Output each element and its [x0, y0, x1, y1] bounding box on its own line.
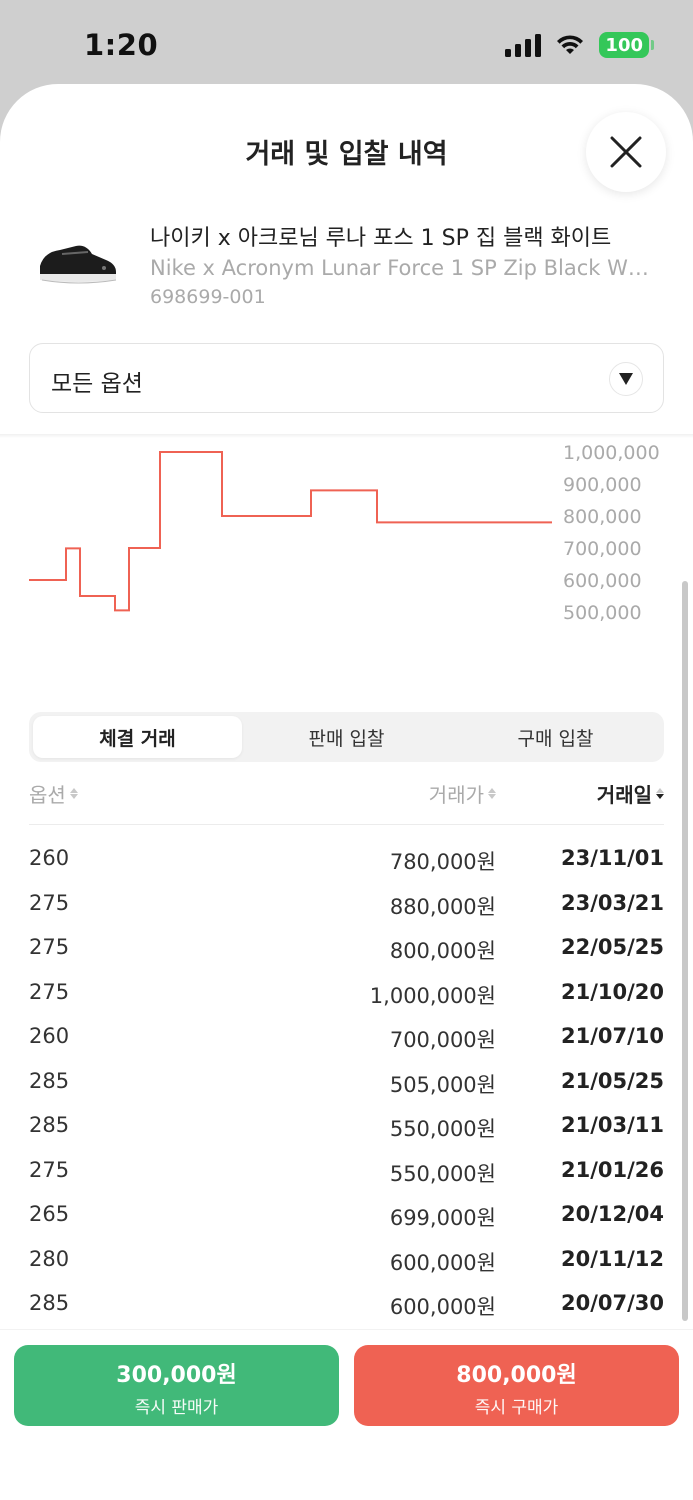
- wifi-icon: [557, 35, 584, 54]
- status-bar: 1:20 100: [0, 0, 693, 84]
- row-size: 260: [29, 1024, 70, 1048]
- column-option-header[interactable]: 옵션: [29, 779, 78, 808]
- instant-sell-button[interactable]: 300,000원 즉시 판매가: [14, 1345, 339, 1426]
- table-row: 260 700,000원 21/07/10: [29, 1016, 664, 1061]
- option-select-value: 모든 옵션: [51, 371, 143, 397]
- trade-list: 260 780,000원 23/11/01 275 880,000원 23/03/21 …: [29, 838, 664, 1328]
- row-price: 700,000원: [389, 1028, 496, 1052]
- option-select[interactable]: 모든 옵션: [29, 343, 664, 413]
- close-button[interactable]: [586, 112, 666, 192]
- transaction-history-sheet: 거래 및 입찰 내역 나이키 x 아크로님 루나 포스 1 SP 집 블랙 화이…: [0, 84, 693, 1500]
- row-price: 600,000원: [389, 1250, 496, 1275]
- row-price: 780,000원: [389, 850, 496, 874]
- row-size: 275: [29, 979, 70, 1004]
- y-tick-label: 900,000: [563, 474, 642, 496]
- row-date: 20/07/30: [560, 1291, 664, 1315]
- row-size: 265: [29, 1202, 70, 1226]
- row-date: 20/11/12: [560, 1246, 664, 1271]
- row-price: 699,000원: [389, 1206, 496, 1230]
- status-time: 1:20: [84, 28, 159, 62]
- product-name-ko: 나이키 x 아크로님 루나 포스 1 SP 집 블랙 화이트: [150, 226, 612, 251]
- status-icons: 100: [505, 32, 654, 58]
- y-tick-label: 1,000,000: [563, 442, 660, 464]
- sheet-header: 거래 및 입찰 내역: [0, 84, 693, 214]
- row-price: 505,000원: [389, 1072, 496, 1097]
- row-date: 22/05/25: [560, 935, 664, 959]
- row-date: 21/10/20: [560, 979, 664, 1004]
- row-price: 550,000원: [389, 1117, 496, 1141]
- table-row: 275 550,000원 21/01/26: [29, 1150, 664, 1195]
- tab-sell-bids[interactable]: 판매 입찰: [308, 727, 385, 750]
- column-price-header[interactable]: 거래가: [429, 779, 496, 808]
- row-date: 20/12/04: [560, 1202, 664, 1226]
- product-code: 698699-001: [150, 286, 266, 308]
- row-size: 285: [29, 1291, 70, 1315]
- divider: [0, 434, 693, 438]
- row-size: 275: [29, 935, 70, 959]
- dropdown-arrow: [609, 362, 643, 396]
- table-header: 옵션 거래가 거래일: [29, 779, 664, 825]
- column-option-label: 옵션: [29, 783, 66, 807]
- table-row: 275 800,000원 22/05/25: [29, 927, 664, 972]
- table-row: 260 780,000원 23/11/01: [29, 838, 664, 883]
- tab-buy-bids[interactable]: 구매 입찰: [517, 727, 594, 750]
- sneaker-icon: [40, 245, 117, 284]
- close-icon: [610, 136, 642, 168]
- instant-sell-label: 즉시 판매가: [134, 1398, 219, 1418]
- table-row: 285 600,000원 20/07/30: [29, 1283, 664, 1328]
- sheet-title: 거래 및 입찰 내역: [245, 139, 448, 170]
- row-price: 880,000원: [389, 894, 496, 919]
- battery-icon: 100: [599, 32, 654, 58]
- row-price: 1,000,000원: [369, 983, 496, 1008]
- y-tick-label: 500,000: [563, 602, 642, 624]
- table-row: 285 505,000원 21/05/25: [29, 1061, 664, 1106]
- column-date-label: 거래일: [596, 783, 652, 807]
- row-date: 21/05/25: [560, 1068, 664, 1093]
- tab-completed-trades[interactable]: 체결 거래: [33, 716, 242, 758]
- scrollbar[interactable]: [682, 581, 688, 1321]
- row-price: 550,000원: [389, 1161, 496, 1186]
- chevron-down-icon: [619, 373, 633, 385]
- row-size: 285: [29, 1113, 70, 1137]
- y-tick-label: 600,000: [563, 570, 642, 592]
- instant-buy-price: 800,000원: [456, 1363, 577, 1388]
- y-tick-label: 800,000: [563, 506, 642, 528]
- price-chart: 1,000,000 900,000 800,000 700,000 600,000 500…: [0, 436, 693, 676]
- table-row: 275 1,000,000원 21/10/20: [29, 972, 664, 1017]
- row-size: 260: [29, 846, 70, 870]
- row-size: 280: [29, 1246, 70, 1271]
- y-tick-label: 700,000: [563, 538, 642, 560]
- table-row: 280 600,000원 20/11/12: [29, 1239, 664, 1284]
- product-info: 나이키 x 아크로님 루나 포스 1 SP 집 블랙 화이트 Nike x Ac…: [0, 214, 693, 314]
- row-size: 285: [29, 1068, 70, 1093]
- instant-sell-price: 300,000원: [116, 1363, 237, 1388]
- product-image: [30, 214, 126, 310]
- row-price: 600,000원: [389, 1295, 496, 1319]
- instant-buy-label: 즉시 구매가: [474, 1398, 559, 1418]
- row-date: 23/03/21: [560, 890, 664, 915]
- column-price-label: 거래가: [428, 783, 484, 807]
- sort-desc-icon: [656, 788, 664, 799]
- column-date-header[interactable]: 거래일: [597, 779, 664, 808]
- row-size: 275: [29, 1157, 70, 1182]
- product-name-en: Nike x Acronym Lunar Force 1 SP Zip Blac…: [150, 256, 660, 280]
- row-size: 275: [29, 890, 70, 915]
- row-price: 800,000원: [389, 939, 496, 963]
- sort-icon: [69, 788, 78, 799]
- table-row: 275 880,000원 23/03/21: [29, 883, 664, 928]
- row-date: 21/01/26: [560, 1157, 664, 1182]
- bottom-action-bar: 300,000원 즉시 판매가 800,000원 즉시 구매가: [0, 1329, 693, 1500]
- price-chart-svg: 1,000,000 900,000 800,000 700,000 600,000 500…: [29, 442, 660, 624]
- instant-buy-button[interactable]: 800,000원 즉시 구매가: [354, 1345, 679, 1426]
- table-row: 265 699,000원 20/12/04: [29, 1194, 664, 1239]
- row-date: 23/11/01: [560, 846, 664, 870]
- transaction-tabs: 체결 거래 판매 입찰 구매 입찰: [29, 712, 664, 762]
- row-date: 21/03/11: [560, 1113, 664, 1137]
- price-series-line: [29, 451, 552, 612]
- cellular-signal-icon: [505, 33, 542, 57]
- sort-icon: [488, 788, 496, 799]
- table-row: 285 550,000원 21/03/11: [29, 1105, 664, 1150]
- row-date: 21/07/10: [560, 1024, 664, 1048]
